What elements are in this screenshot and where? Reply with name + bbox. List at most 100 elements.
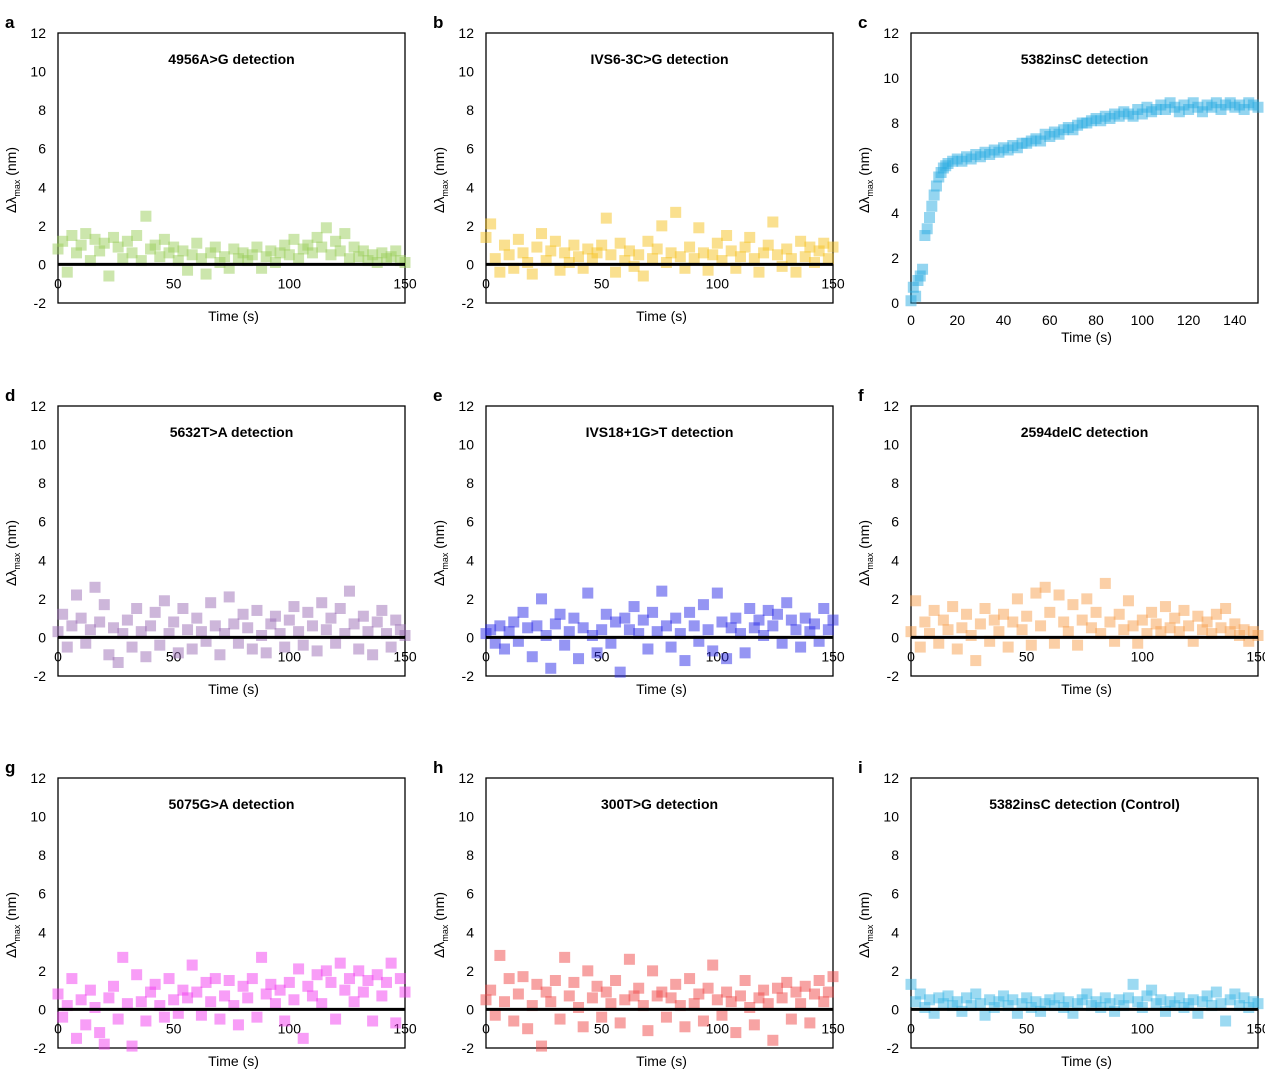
data-point [251,604,263,616]
data-point [209,241,221,253]
y-tick-label: 0 [891,295,899,311]
data-point [57,1011,69,1023]
data-point [214,257,226,268]
data-point [98,1038,110,1050]
y-tick-label: 0 [466,629,474,645]
data-point [195,253,207,265]
data-point [1233,1000,1245,1012]
data-point [154,251,166,263]
y-tick-label: 0 [38,1001,46,1017]
data-point [619,255,631,267]
data-point [586,630,598,641]
y-tick-label: 4 [891,552,899,568]
data-point [517,606,529,618]
data-point [154,1000,166,1012]
data-point [753,614,765,626]
x-axis-label: Time (s) [1061,329,1112,345]
data-point [302,606,314,618]
data-point [103,649,115,661]
data-point [108,622,120,634]
data-point [1238,624,1250,636]
data-point [734,990,746,1002]
data-point [665,641,677,653]
data-point [921,223,933,235]
data-point [799,251,811,263]
data-point [647,606,659,618]
data-point [730,612,742,624]
data-point [656,585,668,597]
data-point [924,628,936,640]
data-point [651,243,663,255]
data-point [926,200,938,212]
data-point [485,984,497,996]
data-point [494,266,506,278]
data-point [739,975,751,986]
data-point [522,257,534,268]
data-point [371,257,383,268]
data-point [827,971,839,983]
data-point [610,975,622,986]
plot-frame [485,777,834,1049]
data-point [905,978,917,990]
data-point [362,975,374,986]
data-point [246,249,258,261]
data-point [499,643,511,655]
data-point [937,614,949,626]
data-point [339,984,351,996]
data-point [637,614,649,626]
data-point [725,622,737,634]
data-point [526,1000,538,1012]
y-tick-label: 12 [883,398,899,414]
data-point [302,980,314,992]
y-axis-label: Δλmax (nm) [431,147,450,213]
data-point [799,980,811,992]
data-point [66,973,78,985]
data-point [320,222,332,234]
data-point [1099,577,1111,589]
data-point [693,635,705,647]
data-point [785,1013,797,1025]
data-point [956,1005,968,1017]
data-point [330,235,342,247]
data-point [1159,1005,1171,1017]
data-point [614,666,626,678]
data-point [531,978,543,990]
data-point [776,992,788,1004]
data-point [1062,996,1074,1008]
data-point [334,603,346,614]
data-point [744,231,756,243]
data-point [1215,998,1227,1010]
x-tick-label: 20 [949,312,965,328]
x-tick-label: 150 [821,275,845,291]
data-point [647,253,659,265]
data-point [665,992,677,1004]
data-point [702,264,714,276]
data-point [577,262,589,274]
data-point [1243,635,1255,647]
data-point [339,628,351,640]
data-point [1044,994,1056,1006]
data-point [135,996,147,1008]
panel-letter: a [5,13,15,32]
data-point [489,1009,501,1021]
data-point [489,637,501,649]
data-point [965,630,977,641]
x-tick-label: 0 [907,1020,915,1036]
x-tick-label: 50 [594,1020,610,1036]
data-point [191,986,203,998]
data-point [1058,616,1070,628]
data-point [489,253,501,265]
data-point [293,963,305,975]
data-point [1173,106,1185,118]
data-point [716,616,728,628]
data-point [158,1011,170,1023]
data-point [316,241,328,253]
data-point [730,262,742,274]
data-point [517,247,529,259]
data-point [697,247,709,259]
data-point [306,620,318,632]
y-tick-label: 10 [30,64,46,80]
data-point [656,220,668,232]
data-point [979,1009,991,1021]
data-point [919,616,931,628]
